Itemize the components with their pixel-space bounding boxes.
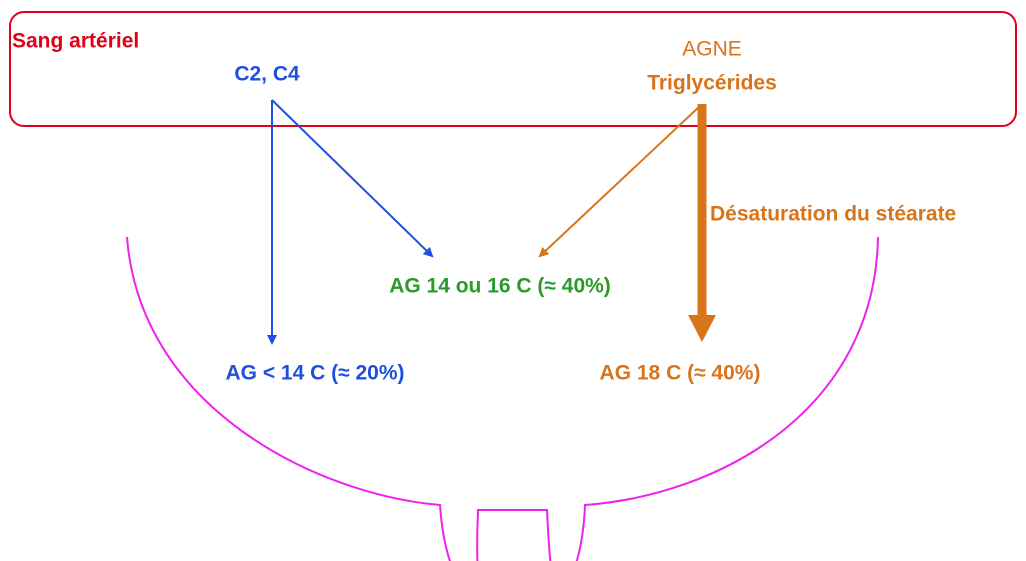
thick-arrow-head — [688, 315, 716, 342]
arrow — [271, 99, 434, 258]
arrow — [538, 105, 701, 258]
source: Triglycérides — [647, 72, 777, 95]
source: C2, C4 — [234, 63, 300, 86]
blood-label: Sang artériel — [12, 30, 139, 53]
process-label: Désaturation du stéarate — [710, 203, 956, 226]
product: AG 14 ou 16 C (≈ 40%) — [389, 275, 611, 298]
product: AG 18 C (≈ 40%) — [600, 362, 761, 385]
udder — [126, 236, 879, 561]
source: AGNE — [682, 38, 742, 61]
blood-box — [9, 11, 1017, 127]
product: AG < 14 C (≈ 20%) — [225, 362, 404, 385]
